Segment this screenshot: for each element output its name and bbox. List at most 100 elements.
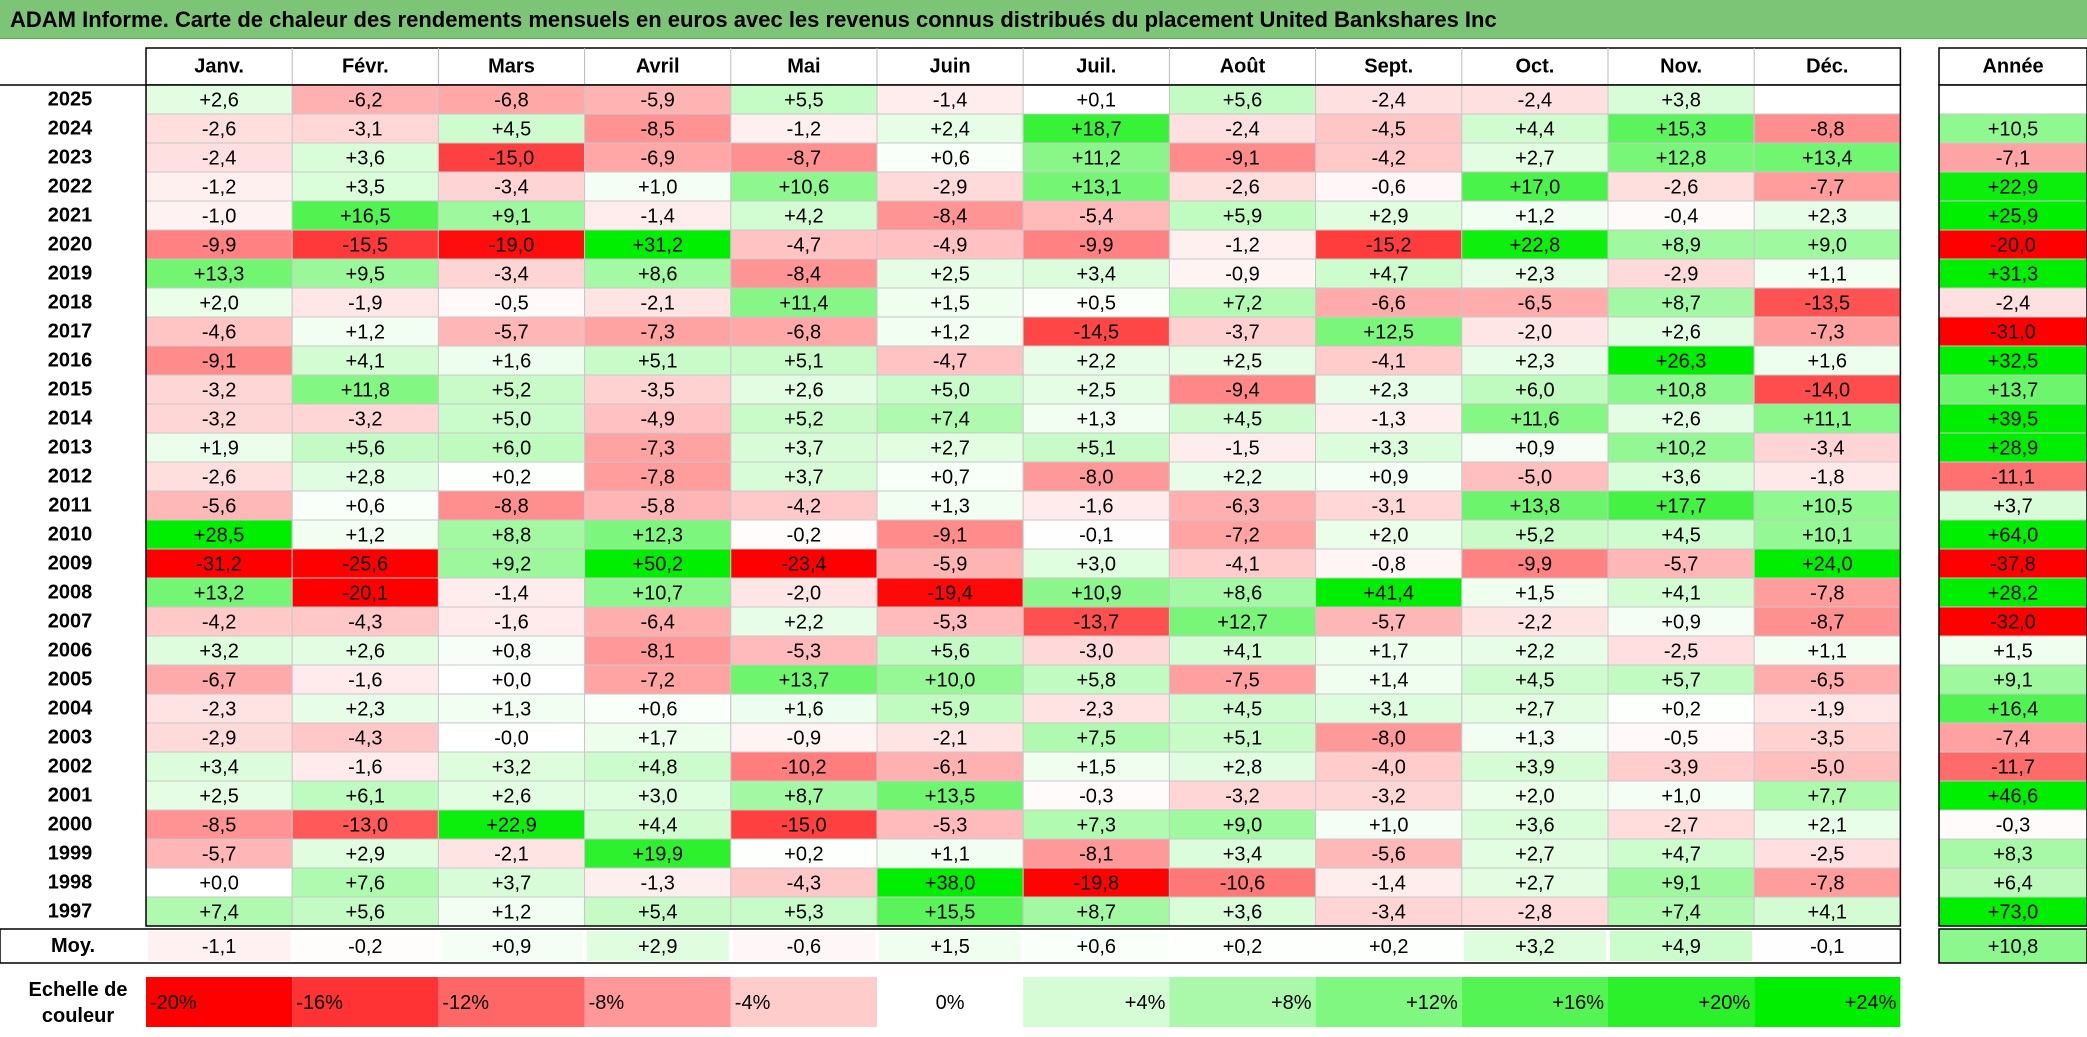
annual-value: -32,0 <box>1990 612 2036 634</box>
annual-cell <box>1938 606 2087 637</box>
cell-value: -3,4 <box>1810 438 1844 460</box>
cell-value: +5,1 <box>1223 728 1262 750</box>
cell-value: +3,5 <box>346 177 385 199</box>
heat-cell <box>1461 664 1609 695</box>
cell-value: -4,3 <box>787 873 821 895</box>
scale-swatch <box>584 977 731 1027</box>
cell-value: -4,1 <box>1371 351 1405 373</box>
cell-value: -13,5 <box>1805 293 1851 315</box>
row-year-label: 1999 <box>48 843 93 865</box>
cell-value: +26,3 <box>1656 351 1707 373</box>
month-header: Nov. <box>1660 56 1702 78</box>
heat-cell <box>584 113 732 144</box>
cell-value: +1,2 <box>492 902 531 924</box>
heat-cell <box>1315 722 1463 753</box>
cell-value: -7,7 <box>1810 177 1844 199</box>
heat-cell <box>584 838 732 869</box>
heat-cell <box>145 229 293 260</box>
row-year-label: 2003 <box>48 727 93 749</box>
heat-cell <box>145 548 293 579</box>
cell-value: +2,2 <box>784 612 823 634</box>
heat-cell <box>1168 258 1317 289</box>
heat-cell <box>730 809 878 840</box>
heat-cell <box>1607 867 1755 898</box>
cell-value: +2,6 <box>492 786 531 808</box>
heat-cell <box>1315 258 1463 289</box>
average-cell <box>1463 931 1606 961</box>
cell-value: -4,3 <box>348 728 382 750</box>
heat-cell <box>1607 838 1755 869</box>
cell-value: -8,7 <box>787 148 821 170</box>
annual-grid-border <box>1938 84 2087 927</box>
cell-value: -1,0 <box>202 206 236 228</box>
cell-value: -0,1 <box>1079 525 1113 547</box>
scale-swatch <box>1608 977 1755 1027</box>
heat-cell <box>145 200 293 231</box>
cell-value: -1,4 <box>640 206 674 228</box>
cell-value: -9,9 <box>202 235 236 257</box>
cell-value: -8,4 <box>787 264 821 286</box>
cell-value: +3,4 <box>1077 264 1116 286</box>
heat-cell <box>584 896 732 927</box>
cell-value: +2,3 <box>1808 206 1847 228</box>
heat-cell <box>1753 722 1901 753</box>
heat-cell <box>291 490 439 521</box>
cell-value: -9,1 <box>202 351 236 373</box>
cell-value: +12,5 <box>1363 322 1414 344</box>
cell-value: -31,2 <box>196 554 242 576</box>
heat-cell <box>584 461 732 492</box>
cell-value: +9,0 <box>1223 815 1262 837</box>
cell-value: -2,8 <box>1518 902 1552 924</box>
cell-value: +0,7 <box>930 467 969 489</box>
annual-value: +25,9 <box>1988 206 2039 228</box>
heat-cell <box>584 142 732 173</box>
heat-cell <box>1315 838 1463 869</box>
cell-value: +2,8 <box>346 467 385 489</box>
cell-value: -1,6 <box>348 757 382 779</box>
cell-value: -5,7 <box>1664 554 1698 576</box>
heat-cell <box>1168 896 1317 927</box>
scale-step-label: +8% <box>1271 992 1312 1014</box>
heat-cell <box>291 432 439 463</box>
heat-cell <box>1022 461 1170 492</box>
heat-cell <box>1607 693 1755 724</box>
heat-cell <box>145 432 293 463</box>
scale-step-label: 0% <box>936 992 965 1014</box>
cell-value: -9,4 <box>1225 380 1259 402</box>
heat-cell <box>1315 809 1463 840</box>
year-total-header-box <box>1938 47 2087 86</box>
heat-cell <box>291 577 439 608</box>
annual-value: +10,5 <box>1988 119 2039 141</box>
cell-value: +5,6 <box>346 438 385 460</box>
cell-value: -1,8 <box>1810 467 1844 489</box>
cell-value: -3,2 <box>202 380 236 402</box>
cell-value: +2,6 <box>199 90 238 112</box>
heat-cell <box>584 287 732 318</box>
cell-value: -9,9 <box>1079 235 1113 257</box>
average-value: +0,6 <box>1077 936 1116 958</box>
heat-cell <box>1315 664 1463 695</box>
average-value: -0,1 <box>1810 936 1844 958</box>
heat-cell <box>437 548 586 579</box>
annual-value: +6,4 <box>1993 873 2032 895</box>
heat-cell <box>1753 838 1901 869</box>
heat-cell <box>730 432 878 463</box>
heat-cell <box>584 403 732 434</box>
scale-step-label: -16% <box>296 992 343 1014</box>
cell-value: +2,7 <box>1515 148 1554 170</box>
heat-cell <box>1022 809 1170 840</box>
heat-cell <box>876 403 1024 434</box>
heat-cell <box>730 374 878 405</box>
cell-value: -1,5 <box>1225 438 1259 460</box>
cell-value: -6,9 <box>640 148 674 170</box>
scale-swatch <box>438 977 585 1027</box>
cell-value: +15,5 <box>925 902 976 924</box>
cell-value: +3,9 <box>1515 757 1554 779</box>
scale-step-label: +20% <box>1698 992 1750 1014</box>
month-grid-border <box>145 84 1902 927</box>
average-value: +2,9 <box>638 936 677 958</box>
heat-cell <box>1315 316 1463 347</box>
cell-value: -0,3 <box>1079 786 1113 808</box>
heat-cell <box>1168 635 1317 666</box>
cell-value: +8,7 <box>1661 293 1700 315</box>
